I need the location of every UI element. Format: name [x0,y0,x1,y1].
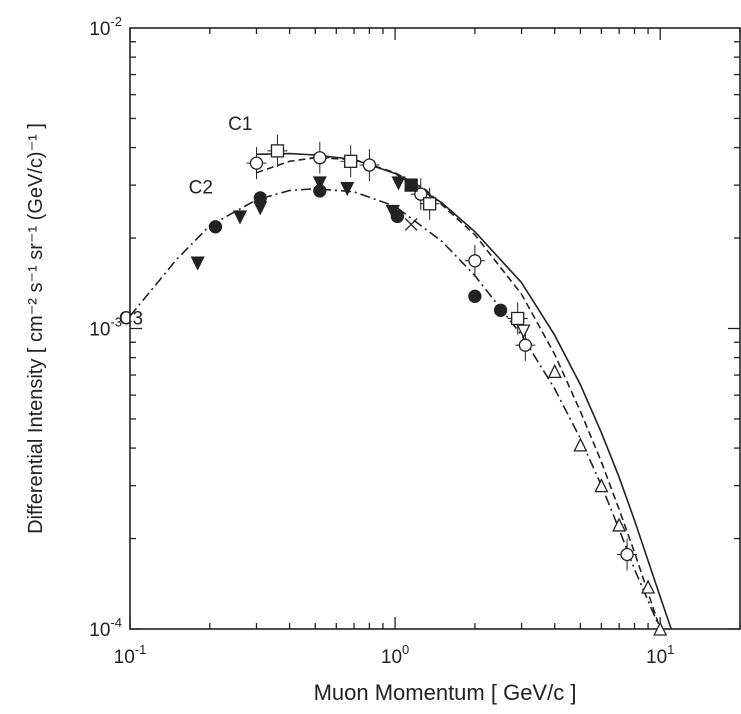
data-point [612,517,627,532]
data-point [653,621,668,636]
data-point [594,478,609,493]
marker [612,517,627,532]
plot-frame [129,27,741,630]
data-point [518,338,533,352]
y-axis-label: Differential Intensity [ cm⁻² s⁻¹ sr⁻¹ (… [25,123,47,534]
marker [253,201,268,216]
marker [404,178,418,192]
marker [422,197,437,211]
marker [594,478,609,493]
data-point [344,154,358,168]
marker [313,151,327,165]
y-tick-label: 10-2 [89,14,122,40]
data-point [422,197,437,211]
data-point [511,311,525,326]
data-point [468,254,482,268]
marker [208,220,223,234]
marker [249,156,264,170]
marker [190,256,205,271]
curve-label-c1: C1 [228,114,252,135]
marker [511,311,525,326]
marker [516,324,531,339]
marker [270,144,285,158]
data-point [468,289,482,303]
marker [385,204,400,220]
curve-c3 [129,187,661,630]
data-point [249,156,264,170]
y-tick-label: 10-3 [89,315,122,341]
data-point [620,547,634,562]
marker [653,621,668,636]
marker [620,547,634,562]
curve-label-c3: C3 [119,308,143,329]
marker [573,437,588,452]
data-point [362,158,377,172]
y-tick-label: 10-4 [89,615,122,641]
data-point [190,256,205,271]
data-point [516,324,531,339]
data-point [641,579,656,594]
data-point [270,144,285,158]
marker [232,210,248,225]
marker [641,579,656,594]
data-point [404,178,418,192]
x-tick-label: 100 [381,642,409,668]
x-tick-label: 10-1 [114,642,147,668]
data-points [190,134,668,636]
data-point [208,220,223,234]
marker [340,182,355,197]
axis-labels: 10-1 100 101 10-4 10-3 10-2 Muon Momentum [ Ge… [25,14,674,705]
marker [468,289,482,303]
data-point [312,176,327,191]
x-axis-label: Muon Momentum [ GeV/c ] [314,680,577,705]
data-point [493,303,508,317]
data-point [391,176,406,191]
marker [312,176,327,191]
marker [344,154,358,168]
data-point [232,210,248,225]
axis-ticks [129,28,741,630]
marker [547,363,562,379]
curve-c1 [256,152,672,630]
marker [362,158,377,172]
data-point [340,182,355,197]
marker [518,338,533,352]
marker [404,217,418,231]
data-point [404,217,418,231]
marker [391,176,406,191]
data-point [573,437,588,452]
marker [468,254,482,268]
data-point [385,204,400,220]
marker [493,303,508,317]
data-point [547,363,562,379]
data-point [313,151,327,165]
x-tick-label: 101 [646,642,674,668]
curve-c2 [256,156,661,630]
curve-label-c2: C2 [189,177,213,198]
data-point [253,201,268,216]
